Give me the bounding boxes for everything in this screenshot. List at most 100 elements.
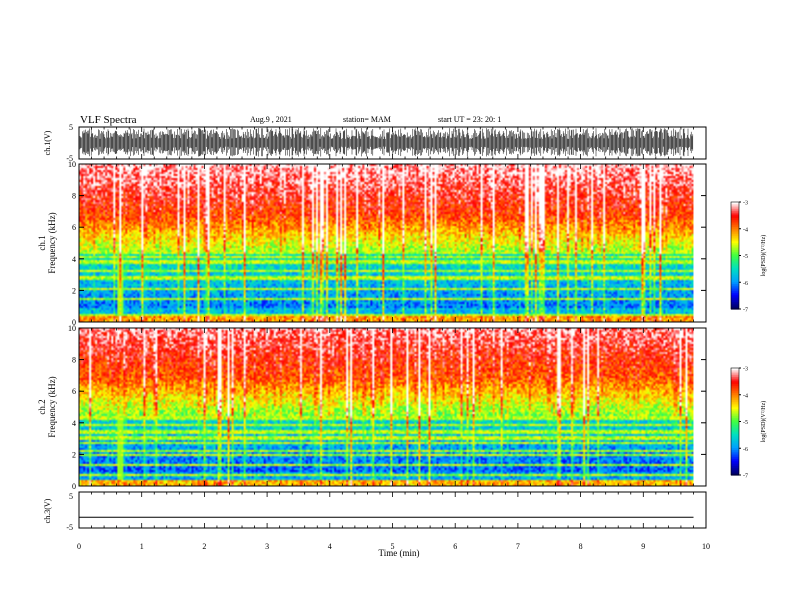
colorbar-segment [731,403,739,407]
colorbar-segment [731,409,739,412]
ch2-colorbar: -3 -4 -5 -6 -7 log(PSD)(V²/Hz) [730,367,767,480]
colorbar-tick-label: -5 [743,420,748,426]
colorbar-segment [731,430,739,433]
colorbar-tick-label: -7 [743,474,748,480]
ch2-frequency-ylabel: Frequency (kHz) [47,376,57,437]
colorbar-segment [731,394,739,398]
time-tick-label: 7 [516,542,520,551]
colorbar-segment [731,216,739,219]
colorbar-segment [731,305,739,308]
colorbar-segment [731,421,739,424]
colorbar-segment [731,230,739,233]
colorbar-segment [731,280,739,283]
colorbar-segment [731,385,739,389]
ch1-channel-label: ch.1 [37,235,47,250]
time-tick-label: 2 [202,542,206,551]
colorbar-segment [731,248,739,251]
colorbar-segment [731,273,739,276]
colorbar-segment [731,419,739,423]
colorbar-segment [731,473,739,476]
colorbar-segment [731,451,739,455]
freq-tick-label: 8 [72,192,76,201]
colorbar-segment [731,235,739,239]
colorbar-segment [731,243,739,246]
ch1-waveform-ylabel: ch.1(V) [43,130,52,155]
colorbar-segment [731,203,739,207]
colorbar-segment [731,446,739,449]
colorbar-segment [731,260,739,264]
time-tick-marks [78,127,707,528]
colorbar-segment [731,202,739,205]
colorbar-segment [731,303,739,307]
colorbar-segment [731,226,739,230]
colorbar-segment [731,371,739,374]
colorbar-segment [731,239,739,242]
ch1-tick-top: 5 [69,123,73,132]
colorbar-segment [731,455,739,458]
colorbar-segment [731,401,739,405]
colorbar-segment [731,210,739,214]
colorbar-segment [731,219,739,223]
colorbar-segment [731,417,739,421]
ch1-waveform [79,128,694,157]
colorbar-segment [731,464,739,467]
colorbar-segment [731,284,739,287]
colorbar-segment [731,442,739,446]
colorbar-segment [731,453,739,456]
colorbar-segment [731,458,739,462]
colorbar-segment [731,435,739,439]
colorbar-segment [731,278,739,282]
colorbar-segment [731,392,739,396]
freq-tick-label: 0 [72,482,76,491]
colorbar-segment [731,423,739,426]
colorbar-segment [731,414,739,417]
ch3-tick-bottom: -5 [66,523,73,532]
figure-title: VLF Spectra [80,114,137,126]
colorbar-segment [731,250,739,253]
colorbar-segment [731,368,739,371]
colorbar-segment [731,266,739,269]
colorbar-segment [731,232,739,235]
colorbar-segment [731,292,739,296]
colorbar-segment [731,223,739,226]
colorbar-segment [731,257,739,260]
ch1-colorbar: -3 -4 -5 -6 -7 log(PSD)(V²/Hz) [730,201,767,314]
ch2-channel-label: ch.2 [37,399,47,414]
colorbar-segment [731,405,739,408]
time-tick-label: 6 [453,542,457,551]
colorbar-segment [731,207,739,210]
colorbar-segment [731,275,739,278]
freq-tick-label: 10 [68,160,76,169]
colorbar-segment [731,373,739,376]
colorbar-tick-label: -5 [743,254,748,260]
freq-tick-label: 6 [72,387,76,396]
colorbar-segment [731,469,739,473]
colorbar-segment [731,271,739,274]
colorbar-label: log(PSD)(V²/Hz) [760,401,767,442]
time-tick-label: 9 [641,542,645,551]
colorbar-segment [731,298,739,301]
colorbar-segment [731,467,739,471]
colorbar-segment [731,425,739,428]
colorbar-segment [731,382,739,385]
time-tick-label: 10 [702,542,710,551]
colorbar-segment [731,262,739,266]
ch3-waveform-panel: 5 -5 ch.3(V) [43,491,707,532]
ch2-spectrogram [79,328,694,486]
ch1-waveform-panel: 5 -5 ch.1(V) [43,123,707,163]
time-axis-label: Time (min) [379,548,420,558]
colorbar-segment [731,441,739,444]
colorbar-tick-label: -7 [743,308,748,314]
time-tick-label: 1 [140,542,144,551]
colorbar-segment [731,267,739,271]
time-tick-label: 5 [391,542,395,551]
colorbar-segment [731,378,739,382]
colorbar-segment [731,255,739,258]
colorbar-segment [731,437,739,440]
colorbar-segment [731,432,739,435]
colorbar-segment [731,460,739,464]
colorbar-segment [731,448,739,451]
colorbar-segment [731,234,739,237]
time-tick-labels: 0 1 2 3 4 5 6 7 8 9 10 [77,542,710,551]
